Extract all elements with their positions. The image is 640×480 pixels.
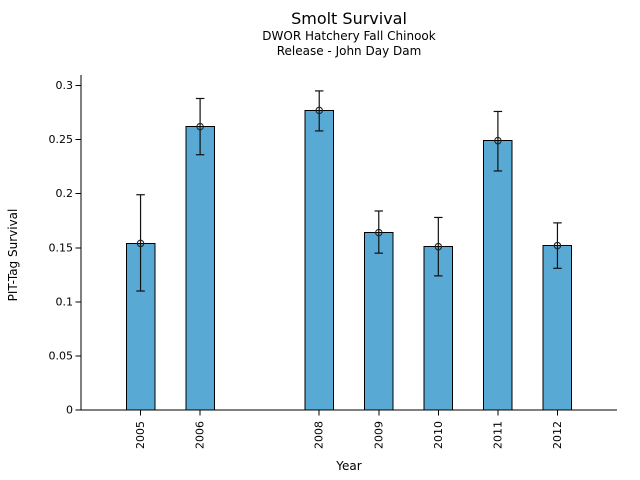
point-marker-2009 bbox=[375, 228, 383, 237]
x-tick-label-2012: 2012 bbox=[551, 421, 564, 449]
y-tick-label: 0.3 bbox=[56, 79, 74, 92]
bars bbox=[125, 90, 573, 411]
y-tick-label: 0.1 bbox=[56, 295, 74, 308]
y-tick-label: 0.2 bbox=[56, 187, 74, 200]
x-tick-label-2005: 2005 bbox=[134, 421, 147, 449]
y-tick-label: 0.15 bbox=[49, 241, 74, 254]
point-marker-2008 bbox=[315, 106, 323, 115]
bar-2012 bbox=[542, 245, 573, 411]
chart-title: Smolt Survival bbox=[291, 9, 407, 28]
bar-2006 bbox=[185, 126, 215, 411]
chart-header: Smolt Survival DWOR Hatchery Fall Chinoo… bbox=[81, 9, 617, 59]
y-tick-label: 0.25 bbox=[49, 133, 74, 146]
bar-2009 bbox=[363, 232, 394, 411]
point-marker-2005 bbox=[136, 239, 145, 248]
point-marker-2012 bbox=[553, 241, 562, 250]
x-tick-label-2011: 2011 bbox=[491, 421, 504, 449]
bar-2008 bbox=[304, 109, 335, 411]
x-tick-label-2008: 2008 bbox=[313, 421, 326, 449]
x-tick-label-2006: 2006 bbox=[194, 421, 207, 449]
y-tick-label: 0.05 bbox=[49, 349, 74, 362]
point-marker-2006 bbox=[196, 122, 204, 131]
chart-subtitle-line2: Release - John Day Dam bbox=[276, 44, 422, 58]
y-tick-label: 0 bbox=[66, 404, 73, 417]
bar-2011 bbox=[483, 140, 513, 411]
x-tick-label-2009: 2009 bbox=[372, 421, 385, 449]
axes: 0 0.05 0.1 0.15 0.2 0.25 0.3 2005 2006 2008 2009 20… bbox=[49, 75, 617, 449]
x-axis-label: Year bbox=[335, 459, 361, 473]
point-marker-2010 bbox=[434, 242, 443, 251]
chart-subtitle-line1: DWOR Hatchery Fall Chinook bbox=[262, 29, 436, 43]
y-axis-label: PIT-Tag Survival bbox=[6, 209, 20, 302]
x-tick-label-2010: 2010 bbox=[432, 421, 445, 449]
point-marker-2011 bbox=[494, 136, 502, 145]
